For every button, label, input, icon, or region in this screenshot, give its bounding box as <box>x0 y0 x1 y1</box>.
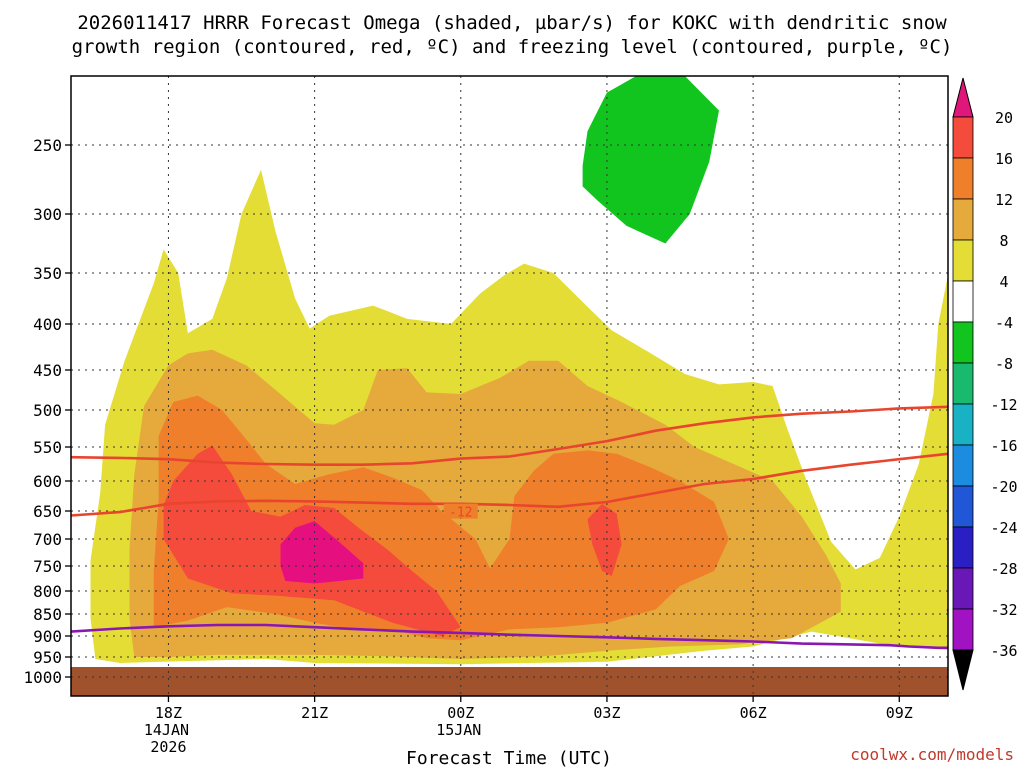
y-tick-label: 800 <box>33 582 62 601</box>
colorbar-band-4 <box>952 280 974 323</box>
colorbar-label: 20 <box>995 109 1013 127</box>
x-tick-label: 21Z <box>301 704 328 722</box>
colorbar-band-2 <box>952 198 974 241</box>
y-tick-label: 650 <box>33 502 62 521</box>
colorbar-band-0 <box>952 116 974 159</box>
colorbar-label: -28 <box>990 560 1017 578</box>
x-tick-date: 15JAN <box>436 721 481 739</box>
omega-region-4 <box>587 503 622 576</box>
colorbar: 20 16 12 8 4 -4 -8 -12 -16 -20 -24 -28 -32 -36 <box>952 77 1018 691</box>
x-tick-year: 2026 <box>150 738 186 756</box>
omega-region-5 <box>280 521 364 584</box>
y-tick-label: 300 <box>33 205 62 224</box>
colorbar-band-3 <box>952 239 974 282</box>
x-tick-label: 09Z <box>886 704 913 722</box>
plot-frame <box>70 75 949 697</box>
contour-line-0 <box>71 452 948 517</box>
contour-line-1 <box>71 405 948 466</box>
colorbar-band-5 <box>952 321 974 364</box>
chart-title-line-2: growth region (contoured, red, ºC) and f… <box>72 36 953 58</box>
y-axis-ticks: 250 300 350 400 450 500 550 600 650 700 750 800 850 9… <box>23 136 71 687</box>
colorbar-label: -4 <box>995 314 1013 332</box>
contour-label-0: -12 <box>449 506 472 521</box>
credit-text: coolwx.com/models <box>850 745 1014 764</box>
y-tick-label: 500 <box>33 401 62 420</box>
colorbar-band-1 <box>952 157 974 200</box>
chart-title-line-1: 2026011417 HRRR Forecast Omega (shaded, … <box>77 12 947 34</box>
x-tick-label: 00Z <box>447 704 474 722</box>
colorbar-top-cap <box>952 77 974 118</box>
below-ground-layer <box>71 667 948 696</box>
contour-lines-layer <box>71 405 948 650</box>
colorbar-label: -8 <box>995 355 1013 373</box>
y-tick-label: 700 <box>33 530 62 549</box>
y-tick-label: 1000 <box>23 668 62 687</box>
colorbar-label: -32 <box>990 601 1017 619</box>
y-tick-label: 400 <box>33 315 62 334</box>
colorbar-label: -36 <box>990 642 1017 660</box>
contour-label-bg <box>443 503 478 519</box>
x-tick-label: 06Z <box>740 704 767 722</box>
y-tick-label: 350 <box>33 264 62 283</box>
colorbar-bottom-cap <box>952 649 974 691</box>
y-tick-label: 850 <box>33 605 62 624</box>
y-tick-label: 450 <box>33 361 62 380</box>
contour-line-2 <box>71 623 948 650</box>
colorbar-label: 8 <box>999 232 1008 250</box>
colorbar-band-10 <box>952 526 974 569</box>
x-tick-label: 03Z <box>593 704 620 722</box>
y-tick-label: 950 <box>33 648 62 667</box>
colorbar-band-12 <box>952 608 974 651</box>
colorbar-band-9 <box>952 485 974 528</box>
colorbar-label: -16 <box>990 437 1017 455</box>
colorbar-band-8 <box>952 444 974 487</box>
colorbar-band-6 <box>952 362 974 405</box>
y-tick-label: 250 <box>33 136 62 155</box>
colorbar-label: 4 <box>999 273 1008 291</box>
omega-region-6 <box>582 76 719 244</box>
x-tick-label: 18Z <box>155 704 182 722</box>
contour-labels: -12 <box>443 503 478 521</box>
colorbar-label: 16 <box>995 150 1013 168</box>
colorbar-label: -20 <box>990 478 1017 496</box>
colorbar-label: 12 <box>995 191 1013 209</box>
colorbar-band-11 <box>952 567 974 610</box>
ground-surface <box>71 667 948 696</box>
x-axis-label: Forecast Time (UTC) <box>406 748 612 768</box>
y-tick-label: 750 <box>33 557 62 576</box>
x-tick-date: 14JAN <box>144 721 189 739</box>
y-tick-label: 600 <box>33 472 62 491</box>
y-tick-label: 900 <box>33 627 62 646</box>
colorbar-label: -24 <box>990 519 1017 537</box>
y-tick-label: 550 <box>33 438 62 457</box>
grid-lines <box>71 76 948 696</box>
colorbar-label: -12 <box>990 396 1017 414</box>
colorbar-band-7 <box>952 403 974 446</box>
